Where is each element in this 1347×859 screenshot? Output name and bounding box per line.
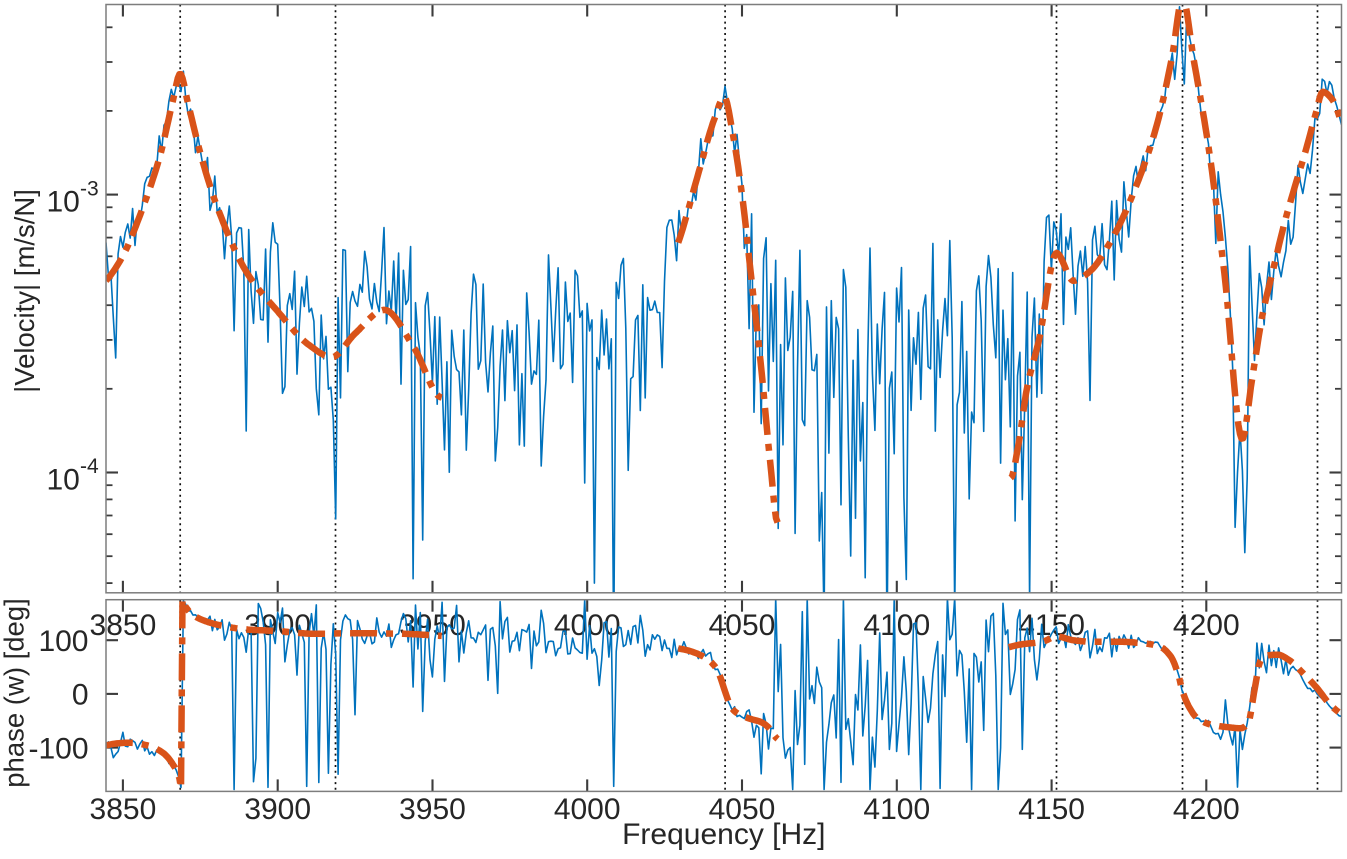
svg-text:10: 10 <box>47 464 80 497</box>
svg-text:0: 0 <box>72 679 89 712</box>
svg-text:100: 100 <box>38 625 88 658</box>
svg-text:4000: 4000 <box>554 609 621 642</box>
svg-text:3950: 3950 <box>399 793 466 826</box>
svg-text:4050: 4050 <box>709 609 776 642</box>
svg-text:10: 10 <box>47 186 80 219</box>
svg-text:4100: 4100 <box>863 793 930 826</box>
svg-text:3850: 3850 <box>90 793 157 826</box>
svg-text:-100: -100 <box>28 732 88 765</box>
svg-text:-4: -4 <box>80 455 99 478</box>
svg-text:4100: 4100 <box>863 609 930 642</box>
svg-text:-3: -3 <box>80 177 99 200</box>
svg-text:3850: 3850 <box>90 609 157 642</box>
svg-text:4200: 4200 <box>1173 793 1240 826</box>
svg-text:4150: 4150 <box>1018 609 1085 642</box>
svg-text:3900: 3900 <box>244 793 311 826</box>
svg-text:4200: 4200 <box>1173 609 1240 642</box>
svg-text:4000: 4000 <box>554 793 621 826</box>
svg-text:phase (w) [deg]: phase (w) [deg] <box>0 598 29 788</box>
svg-text:4150: 4150 <box>1018 793 1085 826</box>
svg-text:|Velocity| [m/s/N]: |Velocity| [m/s/N] <box>9 189 40 393</box>
svg-text:4050: 4050 <box>709 793 776 826</box>
svg-text:Frequency [Hz]: Frequency [Hz] <box>622 818 825 851</box>
